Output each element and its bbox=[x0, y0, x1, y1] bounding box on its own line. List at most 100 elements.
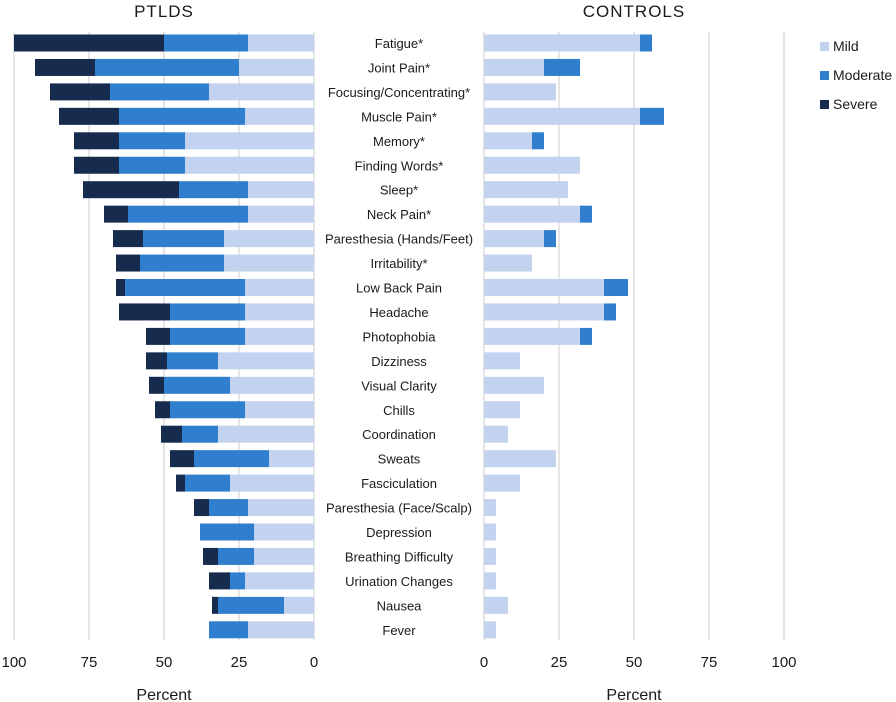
controls-moderate-bar-memory bbox=[532, 132, 544, 150]
ptlds-mild-bar-urination-changes bbox=[245, 572, 314, 590]
ptlds-severe-bar-visual-clarity bbox=[149, 376, 164, 394]
ptlds-severe-bar-focusing-concentrating bbox=[50, 83, 110, 101]
controls-panel-title: CONTROLS bbox=[583, 2, 685, 21]
ptlds-moderate-bar-memory bbox=[119, 132, 185, 150]
controls-mild-bar-muscle-pain bbox=[484, 107, 640, 125]
ptlds-moderate-bar-sleep bbox=[179, 181, 248, 199]
category-label: Dizziness bbox=[371, 354, 427, 369]
ptlds-moderate-bar-photophobia bbox=[170, 327, 245, 345]
ptlds-severe-bar-sweats bbox=[170, 450, 194, 468]
ptlds-moderate-bar-paresthesia-face-scalp bbox=[209, 499, 248, 517]
ptlds-moderate-bar-breathing-difficulty bbox=[218, 547, 254, 565]
controls-mild-bar-visual-clarity bbox=[484, 376, 544, 394]
controls-mild-bar-memory bbox=[484, 132, 532, 150]
legend-label-mild: Mild bbox=[833, 38, 859, 54]
ptlds-tick-label: 75 bbox=[81, 654, 98, 671]
category-label: Headache bbox=[369, 305, 428, 320]
ptlds-severe-bar-memory bbox=[74, 132, 119, 150]
controls-x-axis-label: Percent bbox=[606, 687, 662, 702]
ptlds-severe-bar-finding-words bbox=[74, 156, 119, 174]
controls-mild-bar-paresthesia-face-scalp bbox=[484, 499, 496, 517]
ptlds-moderate-bar-nausea bbox=[218, 596, 284, 614]
ptlds-mild-bar-photophobia bbox=[245, 327, 314, 345]
category-label: Sleep* bbox=[380, 183, 418, 198]
controls-tick-label: 0 bbox=[480, 654, 488, 671]
ptlds-mild-bar-dizziness bbox=[218, 352, 314, 370]
ptlds-severe-bar-photophobia bbox=[146, 327, 170, 345]
controls-mild-bar-fatigue bbox=[484, 34, 640, 52]
category-label: Fever bbox=[382, 623, 416, 638]
category-label: Breathing Difficulty bbox=[345, 549, 454, 564]
ptlds-severe-bar-fatigue bbox=[14, 34, 164, 52]
controls-mild-bar-joint-pain bbox=[484, 58, 544, 76]
controls-mild-bar-finding-words bbox=[484, 156, 580, 174]
controls-moderate-bar-neck-pain bbox=[580, 205, 592, 223]
ptlds-mild-bar-paresthesia-face-scalp bbox=[248, 499, 314, 517]
ptlds-moderate-bar-depression bbox=[200, 523, 254, 541]
category-label: Nausea bbox=[377, 598, 423, 613]
controls-mild-bar-low-back-pain bbox=[484, 279, 604, 296]
ptlds-severe-bar-sleep bbox=[83, 181, 179, 199]
category-labels: Fatigue* Joint Pain* Focusing/Concentratin… bbox=[325, 36, 473, 638]
legend-swatch-mild bbox=[820, 42, 829, 51]
ptlds-mild-bar-fasciculation bbox=[230, 474, 314, 492]
ptlds-panel-title: PTLDS bbox=[134, 2, 194, 21]
controls-mild-bar-dizziness bbox=[484, 352, 520, 370]
controls-mild-bar-depression bbox=[484, 523, 496, 541]
controls-mild-bar-irritability bbox=[484, 254, 532, 272]
controls-mild-bar-breathing-difficulty bbox=[484, 547, 496, 565]
category-label: Irritability* bbox=[370, 256, 427, 271]
ptlds-tick-label: 100 bbox=[1, 654, 26, 671]
controls-moderate-bar-muscle-pain bbox=[640, 107, 664, 125]
ptlds-moderate-bar-fever bbox=[209, 621, 248, 639]
category-label: Coordination bbox=[362, 427, 436, 442]
category-label: Sweats bbox=[378, 452, 421, 467]
controls-mild-bar-nausea bbox=[484, 596, 508, 614]
category-label: Photophobia bbox=[362, 329, 436, 344]
ptlds-mild-bar-coordination bbox=[218, 425, 314, 443]
ptlds-mild-bar-depression bbox=[254, 523, 314, 541]
controls-mild-bar-fever bbox=[484, 621, 496, 639]
ptlds-tick-label: 0 bbox=[310, 654, 318, 671]
ptlds-mild-bar-low-back-pain bbox=[245, 279, 314, 296]
ptlds-moderate-bar-sweats bbox=[194, 450, 269, 468]
category-label: Fatigue* bbox=[375, 36, 423, 51]
ptlds-moderate-bar-headache bbox=[170, 303, 245, 321]
category-label: Fasciculation bbox=[361, 476, 437, 491]
category-label: Visual Clarity bbox=[361, 378, 437, 393]
category-label: Urination Changes bbox=[345, 574, 453, 589]
ptlds-moderate-bar-low-back-pain bbox=[125, 279, 245, 296]
ptlds-moderate-bar-focusing-concentrating bbox=[110, 83, 209, 101]
category-label: Paresthesia (Hands/Feet) bbox=[325, 232, 473, 247]
ptlds-moderate-bar-fasciculation bbox=[185, 474, 230, 492]
ptlds-severe-bar-chills bbox=[155, 401, 170, 419]
ptlds-x-axis-label: Percent bbox=[136, 687, 192, 702]
ptlds-mild-bar-finding-words bbox=[185, 156, 314, 174]
ptlds-mild-bar-visual-clarity bbox=[230, 376, 314, 394]
controls-mild-bar-coordination bbox=[484, 425, 508, 443]
ptlds-severe-bar-headache bbox=[119, 303, 170, 321]
controls-mild-bar-sweats bbox=[484, 450, 556, 468]
controls-moderate-bar-fatigue bbox=[640, 34, 652, 52]
legend-swatch-severe bbox=[820, 100, 829, 109]
ptlds-moderate-bar-neck-pain bbox=[128, 205, 248, 223]
ptlds-severe-bar-neck-pain bbox=[104, 205, 128, 223]
ptlds-moderate-bar-fatigue bbox=[164, 34, 248, 52]
ptlds-tick-label: 50 bbox=[156, 654, 173, 671]
controls-tick-label: 50 bbox=[626, 654, 643, 671]
controls-mild-bar-photophobia bbox=[484, 327, 580, 345]
controls-mild-bar-chills bbox=[484, 401, 520, 419]
ptlds-severe-bar-coordination bbox=[161, 425, 182, 443]
ptlds-severe-bar-paresthesia-face-scalp bbox=[194, 499, 209, 517]
ptlds-moderate-bar-muscle-pain bbox=[119, 107, 245, 125]
category-label: Paresthesia (Face/Scalp) bbox=[326, 501, 472, 516]
category-label: Depression bbox=[366, 525, 432, 540]
controls-mild-bar-focusing-concentrating bbox=[484, 83, 556, 101]
ptlds-moderate-bar-chills bbox=[170, 401, 245, 419]
ptlds-severe-bar-fasciculation bbox=[176, 474, 185, 492]
ptlds-severe-bar-low-back-pain bbox=[116, 279, 125, 296]
controls-tick-label: 75 bbox=[701, 654, 718, 671]
controls-mild-bar-sleep bbox=[484, 181, 568, 199]
ptlds-mild-bar-sweats bbox=[269, 450, 314, 468]
